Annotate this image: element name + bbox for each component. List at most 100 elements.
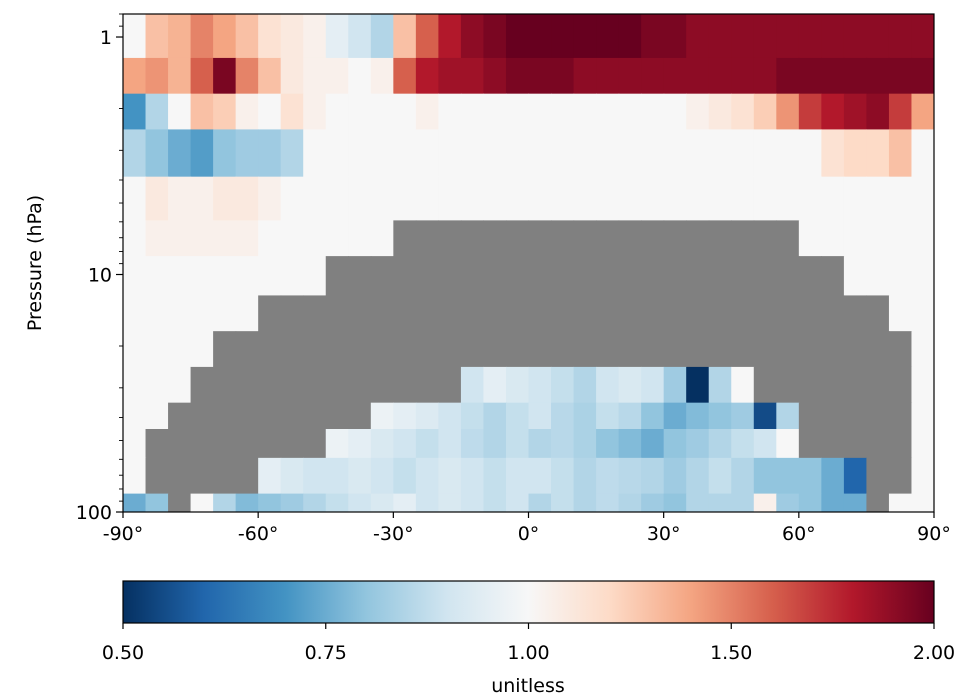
heatmap-cell <box>776 14 800 59</box>
heatmap-cell <box>776 256 800 297</box>
heatmap-cell <box>415 57 439 95</box>
heatmap-cell <box>438 129 462 178</box>
heatmap-cell <box>438 57 462 95</box>
heatmap-cell <box>686 295 710 332</box>
heatmap-cell <box>460 57 485 95</box>
heatmap-cell <box>843 493 868 512</box>
heatmap-cell <box>303 429 327 459</box>
heatmap-cell <box>708 402 732 430</box>
heatmap-cell <box>596 457 620 495</box>
heatmap-cell <box>168 493 192 512</box>
heatmap-cell <box>258 429 282 459</box>
heatmap-cell <box>190 129 214 178</box>
heatmap-cell <box>325 176 349 221</box>
heatmap-cell <box>415 493 439 512</box>
heatmap-cell <box>415 93 439 131</box>
heatmap-cell <box>663 256 687 297</box>
heatmap-cell <box>911 402 934 430</box>
heatmap-cell <box>911 457 934 495</box>
heatmap-cell <box>663 176 687 221</box>
heatmap-cell <box>596 14 620 59</box>
heatmap-cell <box>686 493 710 512</box>
heatmap-cell <box>280 93 304 131</box>
heatmap-cell <box>551 331 575 368</box>
heatmap-cell <box>370 57 394 95</box>
heatmap-cell <box>596 366 620 404</box>
heatmap-cell <box>618 429 642 459</box>
heatmap-cell <box>731 295 755 332</box>
heatmap-cell <box>415 429 439 459</box>
heatmap-cell <box>123 57 147 95</box>
heatmap-cell <box>190 429 214 459</box>
heatmap-cell <box>415 129 439 178</box>
heatmap-cell <box>843 220 868 257</box>
heatmap-cell <box>370 220 394 257</box>
heatmap-cell <box>280 220 304 257</box>
heatmap-cell <box>708 493 732 512</box>
heatmap-cell <box>460 256 485 297</box>
heatmap-cell <box>843 295 868 332</box>
heatmap-cell <box>708 176 732 221</box>
heatmap-cell <box>843 429 868 459</box>
heatmap-cell <box>753 493 777 512</box>
heatmap-cell <box>866 176 890 221</box>
heatmap-cell <box>280 176 304 221</box>
heatmap-cell <box>798 366 822 404</box>
heatmap-cell <box>821 220 845 257</box>
heatmap-cell <box>731 129 755 178</box>
heatmap-cell <box>280 331 304 368</box>
y-tick-label: 10 <box>88 265 112 287</box>
heatmap-cell <box>415 176 439 221</box>
heatmap-cell <box>776 493 800 512</box>
heatmap-cell <box>483 295 507 332</box>
heatmap-cell <box>190 457 214 495</box>
heatmap-cell <box>528 256 552 297</box>
heatmap-cell <box>641 176 665 221</box>
heatmap-cell <box>348 93 372 131</box>
heatmap-cell <box>213 429 237 459</box>
heatmap-cell <box>258 176 282 221</box>
heatmap-cell <box>280 129 304 178</box>
heatmap-cell <box>911 256 934 297</box>
heatmap-cell <box>438 402 462 430</box>
heatmap-cell <box>753 295 777 332</box>
heatmap-cell <box>708 457 732 495</box>
heatmap-cell <box>280 256 304 297</box>
heatmap-cell <box>213 220 237 257</box>
heatmap-cell <box>190 220 214 257</box>
heatmap-cell <box>573 176 597 221</box>
heatmap-cell <box>483 457 507 495</box>
heatmap-cell <box>235 493 259 512</box>
heatmap-cell <box>258 493 282 512</box>
heatmap-cell <box>663 93 687 131</box>
heatmap-cell <box>551 220 575 257</box>
heatmap-cell <box>235 176 259 221</box>
heatmap-cell <box>438 14 462 59</box>
heatmap-cell <box>866 331 890 368</box>
colorbar-label: unitless <box>491 675 565 697</box>
heatmap-cell <box>280 402 304 430</box>
heatmap-cell <box>213 129 237 178</box>
heatmap-cell <box>686 93 710 131</box>
heatmap-cell <box>618 457 642 495</box>
y-tick-label: 100 <box>76 502 112 524</box>
heatmap-cell <box>888 220 913 257</box>
heatmap-cell <box>573 331 597 368</box>
heatmap-cell <box>303 129 327 178</box>
heatmap-cell <box>821 14 845 59</box>
heatmap-cell <box>866 429 890 459</box>
heatmap-cell <box>145 457 169 495</box>
heatmap-cell <box>415 295 439 332</box>
heatmap-cell <box>190 57 214 95</box>
heatmap-cell <box>303 57 327 95</box>
heatmap-cell <box>821 57 845 95</box>
heatmap-cell <box>303 331 327 368</box>
heatmap-cell <box>618 14 642 59</box>
heatmap-cell <box>596 220 620 257</box>
heatmap-cell <box>528 129 552 178</box>
heatmap-cell <box>528 402 552 430</box>
heatmap-cell <box>753 402 777 430</box>
heatmap-cell <box>686 176 710 221</box>
heatmap-cell <box>348 176 372 221</box>
heatmap-cell <box>190 402 214 430</box>
